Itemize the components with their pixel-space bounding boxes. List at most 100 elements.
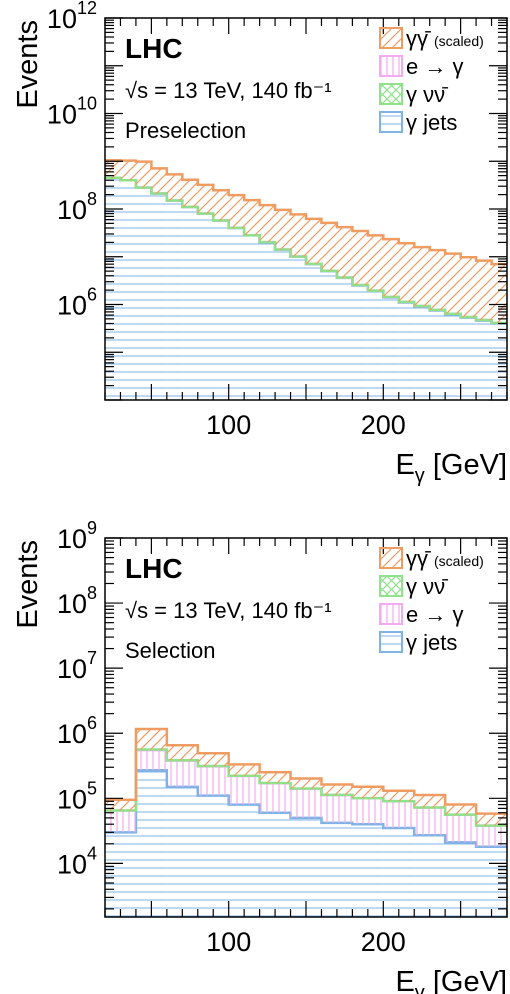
bar-gamma-jets [105, 832, 136, 917]
bar-gammagamma [290, 214, 306, 257]
bar-gamma-jets [383, 297, 399, 400]
bar-gammagamma [120, 160, 136, 181]
bar-gammagamma [383, 790, 415, 802]
legend-entry-gammagamma: γγ̄ (scaled) [406, 26, 484, 51]
bar-gamma-jets [228, 228, 245, 400]
bar-gamma-jets [445, 314, 461, 400]
bar-gammagamma [414, 247, 430, 307]
bar-gammagamma [306, 218, 322, 264]
bar-gamma-jets [336, 277, 353, 400]
x-tick-label: 100 [206, 927, 251, 957]
bar-e-to-gamma [135, 750, 167, 771]
bar-e-to-gamma [197, 766, 229, 796]
legend-swatch-gamma-jets [379, 631, 403, 653]
bar-gammagamma [197, 753, 229, 767]
bar-e-to-gamma [105, 810, 136, 833]
bar-gammagamma [445, 253, 461, 314]
experiment-label: LHC [125, 33, 183, 64]
bar-gamma-jets [259, 242, 276, 400]
region-label: Selection [125, 638, 216, 663]
bar-gamma-jets [275, 249, 291, 400]
legend-entry-gamma-nunubar: γ νν̄ [406, 574, 448, 599]
bar-e-to-gamma [166, 760, 198, 787]
bar-gammagamma [429, 250, 446, 310]
bar-e-to-gamma [259, 783, 291, 813]
legend-entry-gamma-jets: γ jets [406, 110, 457, 135]
bar-gamma-jets [352, 285, 368, 400]
bar-gamma-jets [213, 220, 229, 400]
legend-swatch-gamma-nunubar [379, 83, 403, 105]
bar-gammagamma [135, 728, 167, 750]
bar-gammagamma [414, 795, 446, 808]
x-tick-label: 200 [361, 410, 406, 440]
legend-swatch-e-to-gamma [379, 55, 403, 77]
bar-gamma-jets [398, 302, 415, 400]
bar-gammagamma [166, 174, 183, 201]
x-tick-label: 200 [361, 927, 406, 957]
bar-gamma-jets [290, 817, 322, 917]
bar-gammagamma [228, 195, 245, 228]
bar-gamma-jets [367, 291, 384, 400]
bar-gammagamma [383, 239, 399, 297]
x-axis-title: Eγ [GeV] [395, 966, 507, 994]
plot-area [105, 727, 507, 917]
bar-gammagamma [135, 161, 152, 188]
bar-gammagamma [460, 257, 477, 318]
legend-entry-gamma-jets: γ jets [406, 630, 457, 655]
bar-gamma-jets [306, 264, 322, 400]
x-tick-label: 100 [206, 410, 251, 440]
y-axis-title: Events [12, 540, 44, 629]
legend-entry-e-to-gamma: e → γ [406, 602, 463, 627]
energy-label: √s = 13 TeV, 140 fb⁻¹ [125, 78, 332, 103]
bar-gamma-jets [182, 207, 198, 400]
bar-gamma-jets [197, 213, 214, 400]
bar-gammagamma [105, 799, 136, 811]
bar-e-to-gamma [321, 795, 353, 823]
bar-gammagamma [197, 184, 214, 214]
bar-gammagamma [352, 786, 384, 799]
y-tick-label: 1012 [47, 0, 97, 34]
plot-area [105, 158, 507, 400]
legend-swatch-gammagamma [379, 547, 403, 569]
bar-gammagamma [259, 772, 291, 784]
bar-gamma-jets [244, 235, 260, 400]
bar-gamma-jets [228, 804, 260, 917]
bar-gamma-jets [476, 846, 507, 917]
bar-gammagamma [166, 745, 198, 761]
bar-gammagamma [336, 227, 353, 278]
bar-gammagamma [244, 200, 260, 236]
bar-gamma-jets [460, 317, 477, 400]
bar-gammagamma [275, 209, 291, 250]
y-tick-label: 104 [57, 843, 97, 879]
bar-gammagamma [476, 813, 507, 826]
bar-gamma-jets [166, 786, 198, 917]
y-tick-label: 108 [57, 189, 97, 225]
legend-swatch-gamma-nunubar [379, 575, 403, 597]
bar-gamma-jets [166, 200, 183, 400]
bar-e-to-gamma [414, 807, 446, 836]
y-tick-label: 106 [57, 713, 97, 749]
energy-label: √s = 13 TeV, 140 fb⁻¹ [125, 598, 332, 623]
bar-gamma-jets [429, 310, 446, 400]
bar-gamma-jets [135, 187, 152, 400]
y-tick-label: 108 [57, 583, 97, 619]
bar-gamma-jets [321, 271, 337, 400]
bar-gammagamma [290, 778, 322, 789]
legend-swatch-gammagamma [379, 27, 403, 49]
bar-gammagamma [352, 231, 368, 286]
y-axis-title: Events [12, 20, 44, 109]
bar-gammagamma [213, 190, 229, 221]
bar-e-to-gamma [228, 776, 260, 805]
bar-gamma-jets [383, 827, 415, 917]
y-tick-label: 106 [57, 285, 97, 321]
bar-gammagamma [367, 235, 384, 291]
bar-gamma-jets [476, 320, 492, 400]
bar-gammagamma [151, 168, 167, 194]
bar-gammagamma [182, 179, 198, 207]
bar-gammagamma [321, 222, 337, 271]
bar-e-to-gamma [383, 801, 415, 828]
y-tick-label: 1010 [47, 94, 97, 130]
y-tick-label: 105 [57, 778, 97, 814]
